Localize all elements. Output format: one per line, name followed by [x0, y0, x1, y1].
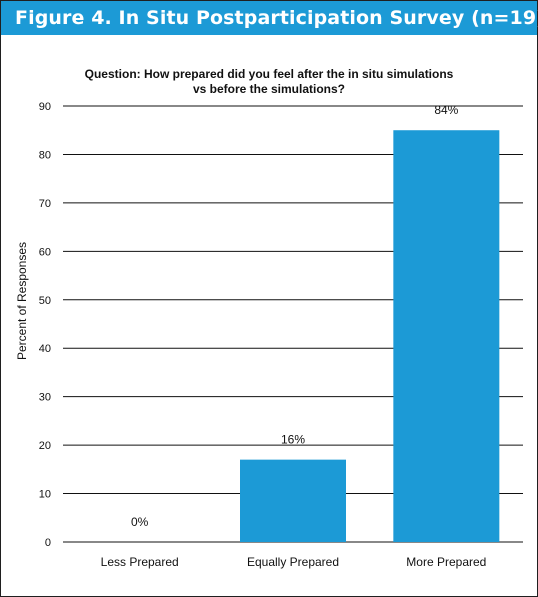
y-axis-label: Percent of Responses [15, 242, 29, 360]
x-tick-label: Equally Prepared [247, 555, 339, 569]
y-tick-label: 30 [39, 392, 51, 404]
y-tick-label: 80 [39, 149, 51, 161]
data-label: 16% [281, 433, 305, 447]
figure-header: Figure 4. In Situ Postparticipation Surv… [1, 1, 538, 35]
y-tick-label: 20 [39, 440, 51, 452]
y-axis-ticks: 0 10 20 30 40 50 60 70 80 90 [39, 101, 51, 549]
bars [240, 130, 500, 542]
chart-question-line-2: vs before the simulations? [193, 82, 345, 96]
data-label: 0% [131, 515, 149, 529]
bar-equally-prepared [240, 459, 346, 542]
y-tick-label: 0 [45, 537, 51, 549]
y-tick-label: 70 [39, 198, 51, 210]
chart-question-line-1: Question: How prepared did you feel afte… [85, 67, 454, 81]
x-tick-label: More Prepared [406, 555, 486, 569]
y-tick-label: 50 [39, 295, 51, 307]
data-label: 84% [434, 103, 458, 117]
bar-more-prepared [393, 130, 500, 542]
y-tick-label: 10 [39, 489, 51, 501]
y-tick-label: 60 [39, 246, 51, 258]
x-axis-ticks: Less Prepared Equally Prepared More Prepar… [101, 555, 487, 569]
y-tick-label: 90 [39, 101, 51, 113]
figure-title: Figure 4. In Situ Postparticipation Surv… [15, 7, 538, 29]
y-tick-label: 40 [39, 343, 51, 355]
x-tick-label: Less Prepared [101, 555, 179, 569]
data-labels: 0% 16% 84% [131, 103, 459, 529]
